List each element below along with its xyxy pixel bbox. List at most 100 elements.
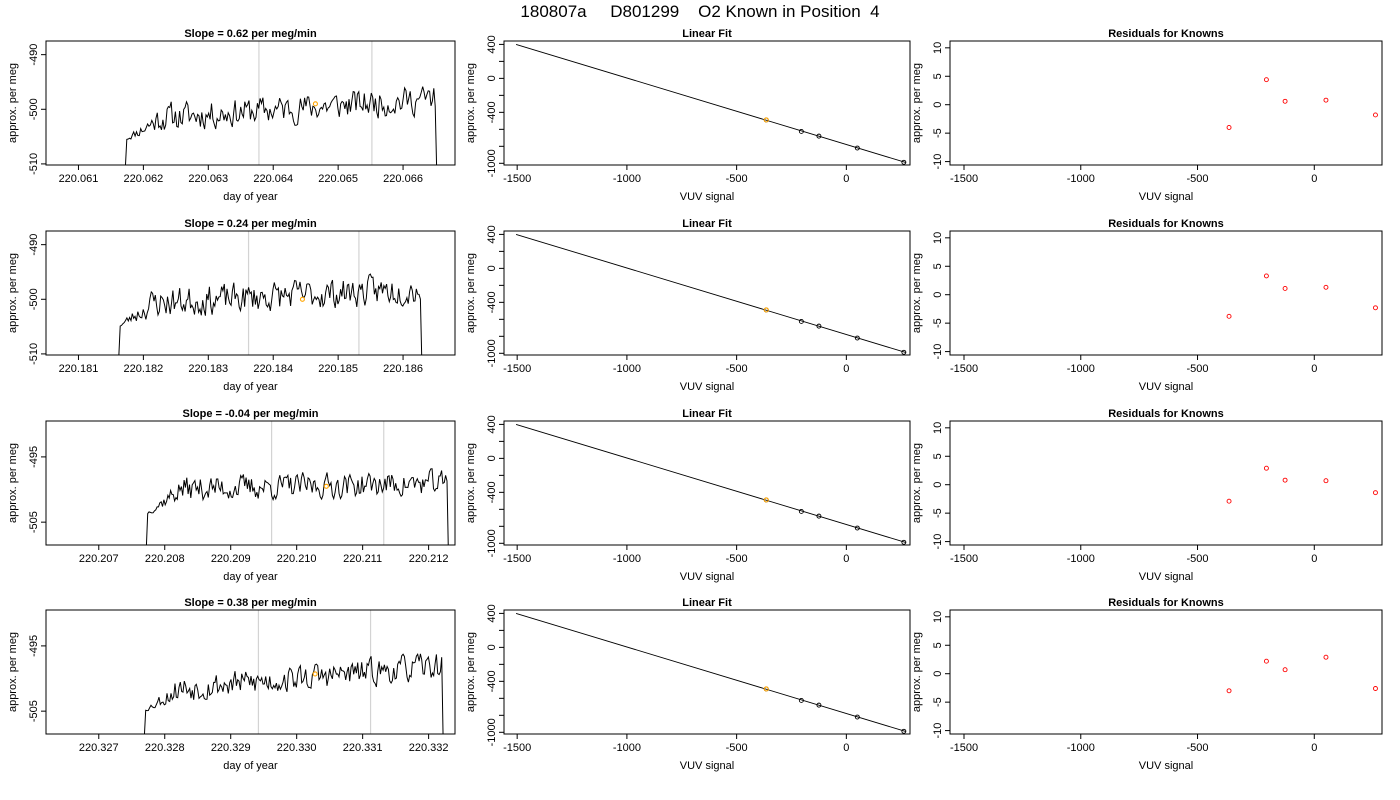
- x-tick-label: 220.328: [145, 742, 185, 754]
- fit-line: [515, 423, 906, 543]
- x-tick-label: -500: [726, 742, 748, 754]
- x-tick-label: -500: [1187, 553, 1209, 565]
- chart-title: Linear Fit: [682, 408, 732, 420]
- data-trace-line: [143, 652, 444, 734]
- x-axis-label: VUV signal: [1139, 381, 1193, 393]
- x-axis-label: VUV signal: [680, 381, 734, 393]
- y-axis-label: approx. per meg: [465, 253, 477, 333]
- chart-title: Residuals for Knowns: [1108, 408, 1224, 420]
- plot-frame: [949, 40, 1383, 166]
- x-tick-label: 220.184: [253, 363, 293, 375]
- data-point: [798, 319, 804, 324]
- y-tick-label: 0: [932, 102, 944, 108]
- highlight-point: [323, 483, 329, 489]
- y-axis-label: approx. per meg: [911, 253, 923, 333]
- data-point: [901, 728, 907, 734]
- data-point: [854, 714, 860, 720]
- data-point: [1373, 305, 1378, 311]
- y-tick-label: 5: [932, 263, 944, 269]
- y-tick-label: 400: [486, 415, 498, 433]
- y-axis-label: approx. per meg: [465, 443, 477, 523]
- plot-frame: [503, 230, 911, 356]
- chart-data-layer: [145, 421, 449, 545]
- data-point: [1282, 667, 1288, 673]
- chart-title: Residuals for Knowns: [1108, 28, 1224, 40]
- chart-panel-3-3: Residuals for Knowns -1500 -1000 -500 0 -10 -5…: [911, 408, 1383, 583]
- highlight-point: [763, 307, 769, 313]
- y-axis-label: approx. per meg: [7, 253, 19, 333]
- y-tick-label: -1000: [486, 529, 498, 557]
- fit-line: [515, 43, 906, 163]
- y-tick-label: -5: [932, 128, 944, 138]
- x-tick-label: -1000: [613, 363, 641, 375]
- y-tick-label: 5: [932, 73, 944, 79]
- y-axis-label: approx. per meg: [911, 443, 923, 523]
- data-point: [798, 129, 804, 134]
- x-tick-label: 0: [1311, 363, 1317, 375]
- x-tick-label: -500: [726, 363, 748, 375]
- chart-panel-1-3: Residuals for Knowns -1500 -1000 -500 0 -10 -5…: [911, 28, 1383, 203]
- x-tick-label: 0: [1311, 553, 1317, 565]
- y-tick-label: 10: [932, 232, 944, 244]
- data-point: [1263, 77, 1269, 83]
- data-point: [854, 335, 860, 341]
- highlight-point: [312, 671, 318, 677]
- y-tick-label: 0: [486, 265, 498, 271]
- x-tick-label: 220.062: [123, 173, 163, 185]
- x-tick-label: -1500: [950, 363, 978, 375]
- highlight-point: [299, 296, 305, 302]
- data-point: [901, 539, 907, 545]
- chart-panel-3-1: Slope = -0.04 per meg/min 220.207 220.208 2…: [7, 408, 456, 583]
- x-tick-label: -500: [726, 173, 748, 185]
- x-tick-label: 220.061: [59, 173, 99, 185]
- y-tick-label: -490: [28, 234, 40, 256]
- data-point: [1226, 688, 1232, 694]
- data-point: [1226, 498, 1232, 504]
- x-tick-label: 220.065: [318, 173, 358, 185]
- data-point: [816, 702, 822, 708]
- y-axis-label: approx. per meg: [7, 632, 19, 712]
- x-tick-label: 220.186: [383, 363, 423, 375]
- x-tick-label: -1500: [503, 363, 531, 375]
- x-tick-label: 220.207: [79, 553, 119, 565]
- y-tick-label: -400: [486, 670, 498, 692]
- chart-data-layer: [143, 610, 444, 734]
- y-axis-label: approx. per meg: [911, 63, 923, 143]
- y-tick-label: 10: [932, 422, 944, 434]
- highlight-point: [763, 497, 769, 503]
- chart-panel-3-2: Linear Fit -1500 -1000 -500 0 -1000 -400 0 400 VU…: [465, 408, 911, 583]
- data-point: [816, 133, 822, 139]
- y-tick-label: 5: [932, 642, 944, 648]
- data-trace-line: [118, 273, 423, 355]
- x-tick-label: -1500: [503, 173, 531, 185]
- chart-data-layer: [1226, 273, 1378, 319]
- data-point: [1323, 97, 1329, 103]
- y-tick-label: -500: [28, 98, 40, 120]
- y-axis-label: approx. per meg: [7, 443, 19, 523]
- x-tick-label: 220.211: [343, 553, 382, 565]
- x-tick-label: 220.185: [318, 363, 358, 375]
- x-tick-label: -1500: [503, 742, 531, 754]
- y-tick-label: 0: [932, 292, 944, 298]
- highlight-point: [312, 101, 318, 107]
- x-tick-label: -1500: [950, 173, 978, 185]
- x-tick-label: 220.208: [145, 553, 185, 565]
- chart-data-layer: [1226, 654, 1378, 694]
- highlight-point: [763, 117, 769, 123]
- data-point: [1263, 273, 1269, 279]
- y-tick-label: 400: [486, 604, 498, 622]
- chart-title: Residuals for Knowns: [1108, 218, 1224, 230]
- data-point: [816, 513, 822, 519]
- data-point: [1263, 465, 1269, 471]
- x-tick-label: -1500: [503, 553, 531, 565]
- y-tick-label: 0: [486, 455, 498, 461]
- chart-title: Linear Fit: [682, 28, 732, 40]
- x-axis-label: day of year: [223, 381, 278, 393]
- x-tick-label: -1000: [613, 742, 641, 754]
- x-axis-label: VUV signal: [1139, 571, 1193, 583]
- data-point: [854, 525, 860, 531]
- data-point: [1323, 654, 1329, 660]
- y-tick-label: -5: [932, 508, 944, 518]
- chart-panel-1-1: Slope = 0.62 per meg/min 220.061 220.062 22…: [7, 28, 456, 203]
